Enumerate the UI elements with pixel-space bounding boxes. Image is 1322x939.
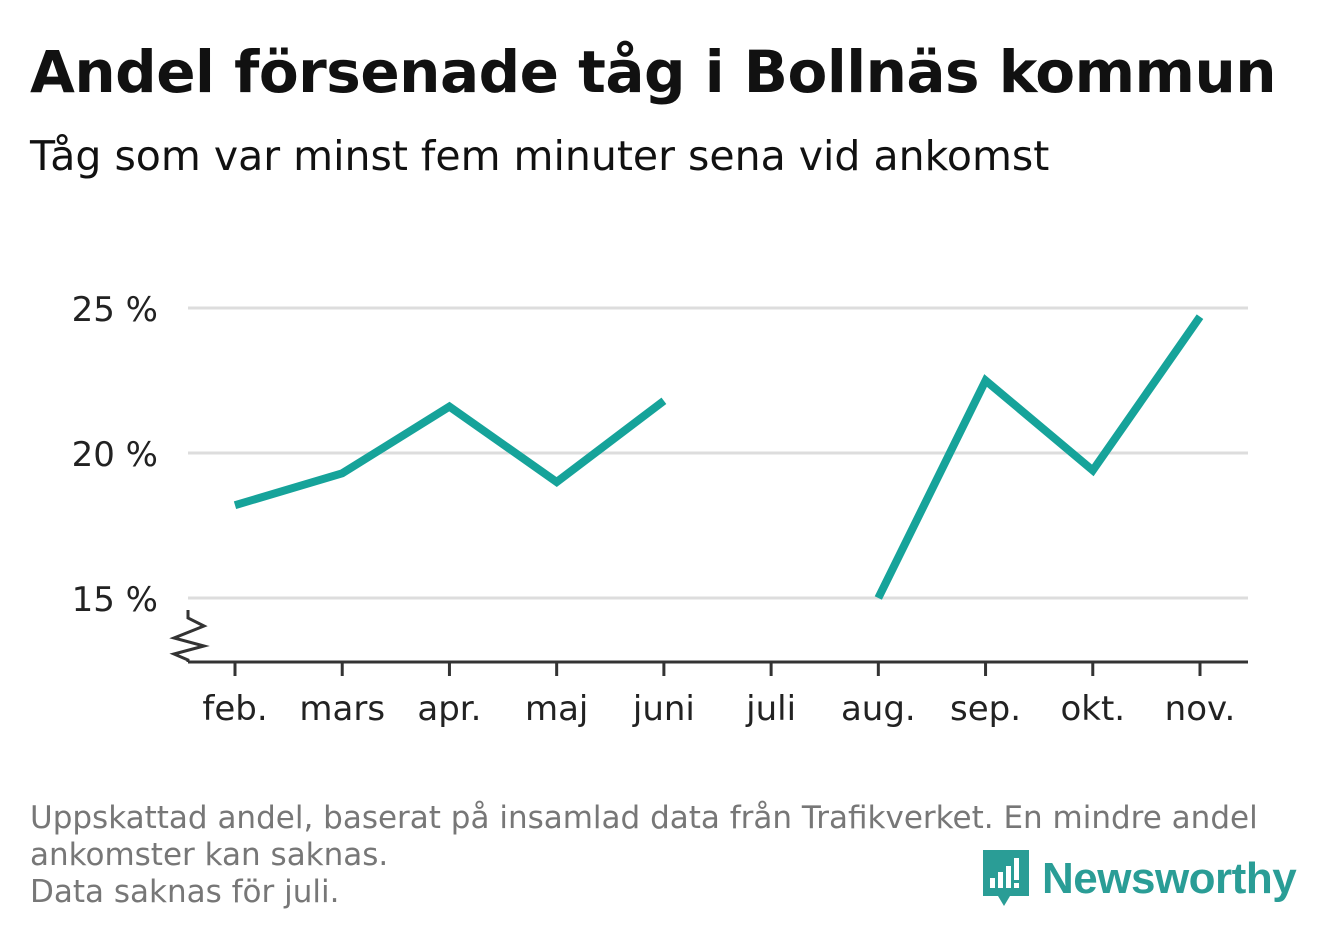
footnote-line-3: Data saknas för juli. xyxy=(30,874,340,910)
x-tick-label: nov. xyxy=(1165,689,1236,729)
x-tick-label: juni xyxy=(632,689,695,729)
x-axis-ticks: feb. mars apr. maj juni juli aug. sep. okt. nov. xyxy=(202,662,1235,729)
series-lines xyxy=(233,314,1204,600)
gridlines xyxy=(188,306,1248,600)
x-tick-label: feb. xyxy=(202,689,267,729)
x-tick-label: okt. xyxy=(1060,689,1125,729)
chart-title: Andel försenade tåg i Bollnäs kommun xyxy=(30,38,1277,106)
y-tick-label: 20 % xyxy=(72,435,158,475)
footnote-line-2: ankomster kan saknas. xyxy=(30,837,389,873)
brand-logo: Newsworthy xyxy=(980,848,1297,910)
x-tick-label: sep. xyxy=(950,689,1021,729)
x-tick-label: apr. xyxy=(417,689,481,729)
x-tick-label: juli xyxy=(745,689,796,729)
footnote-line-1: Uppskattad andel, baserat på insamlad da… xyxy=(30,800,1258,836)
footnote: Uppskattad andel, baserat på insamlad da… xyxy=(30,800,1280,911)
y-tick-label: 15 % xyxy=(72,580,158,620)
series-line-segment xyxy=(233,397,667,510)
axis-break-marker xyxy=(169,610,210,662)
x-tick-label: aug. xyxy=(841,689,916,729)
x-tick-label: mars xyxy=(299,689,385,729)
x-tick-label: maj xyxy=(525,689,588,729)
chart-subtitle: Tåg som var minst fem minuter sena vid a… xyxy=(30,132,1050,180)
y-tick-label: 25 % xyxy=(72,290,158,330)
x-axis xyxy=(169,610,1248,664)
series-line-segment xyxy=(874,314,1204,600)
newsworthy-logo-icon xyxy=(983,850,1029,906)
brand-name: Newsworthy xyxy=(1042,854,1297,903)
y-axis-ticks: 15 % 20 % 25 % xyxy=(72,290,158,620)
